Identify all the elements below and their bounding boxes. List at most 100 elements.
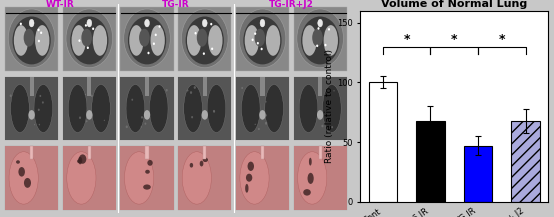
Bar [203,77,207,96]
Circle shape [194,86,196,89]
Ellipse shape [66,9,112,68]
Bar [368,82,397,202]
Bar [121,7,173,71]
Bar [63,7,116,71]
Bar [178,77,232,140]
Circle shape [131,99,133,101]
Ellipse shape [297,152,327,204]
Circle shape [265,122,268,125]
Circle shape [38,109,40,111]
Text: *: * [451,33,458,46]
Bar [260,77,265,96]
Circle shape [242,87,243,89]
Bar [145,77,149,96]
Ellipse shape [242,85,260,132]
Circle shape [331,126,333,128]
Ellipse shape [307,173,314,184]
Ellipse shape [78,157,82,164]
Ellipse shape [181,9,228,68]
Ellipse shape [297,9,343,68]
Circle shape [147,52,150,54]
Ellipse shape [145,19,150,27]
Ellipse shape [202,110,208,120]
Circle shape [34,124,35,125]
Bar [319,146,322,159]
Bar [63,77,116,140]
Text: *: * [403,33,410,46]
Ellipse shape [68,85,87,132]
Ellipse shape [186,16,224,64]
Ellipse shape [184,85,202,132]
Text: TG-IR+J2: TG-IR+J2 [269,0,314,8]
Ellipse shape [302,25,317,56]
Ellipse shape [248,162,254,171]
Circle shape [265,114,267,117]
Bar [178,146,232,210]
Ellipse shape [208,25,223,56]
Bar [29,77,34,96]
Circle shape [145,123,146,125]
Bar [318,77,322,96]
Circle shape [325,44,326,46]
Ellipse shape [18,167,25,177]
Ellipse shape [125,152,153,204]
Circle shape [87,46,89,49]
Circle shape [38,40,40,42]
Circle shape [334,90,335,92]
Ellipse shape [143,184,151,190]
Bar [121,77,173,140]
Circle shape [155,34,157,36]
Bar [178,7,232,71]
Circle shape [79,117,81,119]
Circle shape [42,101,44,104]
Circle shape [203,52,205,55]
Y-axis label: Ratio (relative to control): Ratio (relative to control) [325,49,334,163]
Bar [121,146,173,210]
Ellipse shape [150,85,168,132]
Circle shape [39,124,40,125]
Bar [87,77,91,96]
Ellipse shape [189,163,193,168]
Ellipse shape [144,110,150,120]
Bar [464,146,493,202]
Ellipse shape [29,19,34,27]
Ellipse shape [202,19,207,27]
Ellipse shape [299,85,318,132]
Bar [236,146,289,210]
Circle shape [211,48,213,50]
Text: TG-IR: TG-IR [162,0,189,8]
Ellipse shape [265,85,284,132]
Circle shape [328,28,330,31]
Bar [30,146,33,159]
Ellipse shape [187,25,201,56]
Circle shape [317,27,320,30]
Circle shape [141,116,143,119]
Bar [5,146,58,210]
Ellipse shape [182,152,212,204]
Ellipse shape [318,19,322,27]
Bar [294,77,347,140]
Bar [146,146,148,159]
Ellipse shape [14,25,28,56]
Ellipse shape [322,85,341,132]
Bar [261,146,264,159]
Ellipse shape [9,152,38,204]
Circle shape [40,31,42,34]
Bar [63,77,116,140]
Ellipse shape [245,184,249,193]
Bar [63,146,116,210]
Ellipse shape [129,25,143,56]
Circle shape [166,89,168,92]
Bar [236,77,289,140]
Circle shape [316,44,318,47]
Ellipse shape [128,16,166,64]
Circle shape [92,28,94,30]
Circle shape [91,95,93,97]
Ellipse shape [11,85,29,132]
Ellipse shape [243,16,281,64]
Circle shape [265,101,266,102]
Circle shape [79,39,80,42]
Ellipse shape [70,16,109,64]
Circle shape [260,48,263,50]
Ellipse shape [197,29,207,47]
